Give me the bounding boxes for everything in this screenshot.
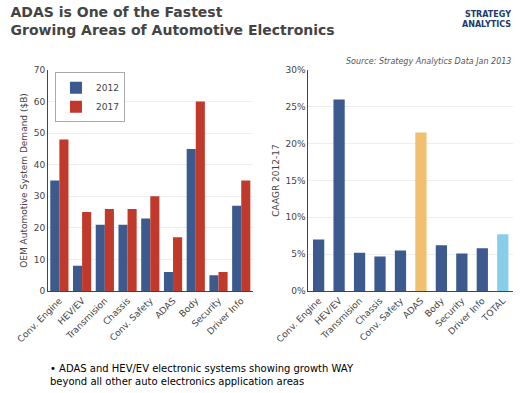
svg-text:10%: 10% <box>286 212 306 222</box>
svg-text:50: 50 <box>34 128 46 138</box>
svg-text:40: 40 <box>34 160 46 170</box>
svg-text:2017: 2017 <box>96 102 119 112</box>
svg-text:STRATEGYANALYTICS: STRATEGYANALYTICS <box>462 10 511 29</box>
svg-text:ADAS: ADAS <box>153 296 178 321</box>
svg-text:CAAGR 2012-17: CAAGR 2012-17 <box>271 144 281 216</box>
svg-text:Driver Info: Driver Info <box>446 295 487 336</box>
svg-text:HEV/EV: HEV/EV <box>56 295 87 326</box>
svg-text:Chassis: Chassis <box>353 296 384 327</box>
svg-text:Conv. Safety: Conv. Safety <box>358 295 406 343</box>
svg-text:20%: 20% <box>286 139 306 149</box>
svg-text:Conv. Engine: Conv. Engine <box>275 296 324 345</box>
svg-text:25%: 25% <box>286 102 306 112</box>
svg-text:TOTAL: TOTAL <box>479 296 507 324</box>
svg-text:HEV/EV: HEV/EV <box>313 295 344 326</box>
svg-text:15%: 15% <box>286 176 306 186</box>
svg-text:70: 70 <box>34 65 46 75</box>
svg-text:Driver Info: Driver Info <box>205 295 246 336</box>
svg-text:Body: Body <box>177 295 201 319</box>
svg-text:20: 20 <box>34 223 46 233</box>
svg-text:Conv. Safety: Conv. Safety <box>108 295 156 343</box>
svg-text:10: 10 <box>34 255 46 265</box>
svg-text:Transmision: Transmision <box>319 296 365 342</box>
svg-text:Security: Security <box>433 295 467 329</box>
svg-text:30: 30 <box>34 191 46 201</box>
svg-text:0: 0 <box>39 286 45 296</box>
svg-text:Chassis: Chassis <box>101 296 132 327</box>
svg-text:0%: 0% <box>291 286 306 296</box>
svg-text:Transmision: Transmision <box>64 296 110 342</box>
svg-text:60: 60 <box>34 97 46 107</box>
svg-text:ADAS is One of the FastestGrow: ADAS is One of the FastestGrowing Areas … <box>11 4 335 38</box>
svg-text:ADAS: ADAS <box>401 296 426 321</box>
svg-text:Body: Body <box>423 295 447 319</box>
svg-text:Conv. Engine: Conv. Engine <box>15 296 64 345</box>
svg-text:OEM Automotive System Demand (: OEM Automotive System Demand ($B) <box>19 93 29 268</box>
svg-text:Security: Security <box>190 295 224 329</box>
svg-text:Source: Strategy Analytics Dat: Source: Strategy Analytics Data Jan 2013 <box>346 57 511 66</box>
svg-text:• ADAS and HEV/EV electronic s: • ADAS and HEV/EV electronic systems sho… <box>50 363 354 387</box>
svg-text:5%: 5% <box>291 249 306 259</box>
svg-text:30%: 30% <box>286 65 306 75</box>
svg-text:2012: 2012 <box>96 83 119 93</box>
